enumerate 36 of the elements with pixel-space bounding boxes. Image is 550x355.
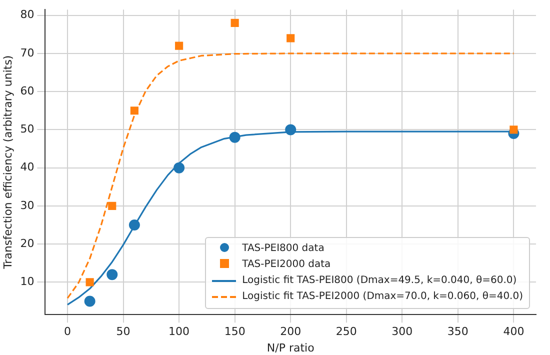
- y-tick-label: 40: [20, 160, 34, 174]
- y-tick-label: 10: [20, 275, 34, 288]
- y-tick-label: 30: [20, 198, 34, 212]
- point: [230, 18, 239, 27]
- point: [174, 162, 185, 174]
- legend-label: Logistic fit TAS-PEI800 (Dmax=49.5, k=0.040, θ=60.0): [242, 274, 517, 288]
- x-tick-label: 300: [392, 325, 413, 338]
- point: [286, 34, 295, 42]
- point: [510, 126, 518, 134]
- y-tick-label: 70: [20, 46, 34, 60]
- y-axis-title: Transfection efficiency (arbitrary units): [1, 55, 14, 270]
- y-tick-label: 80: [20, 8, 34, 22]
- x-tick-label: 200: [280, 325, 302, 338]
- y-tick-label: 20: [20, 236, 34, 250]
- point: [128, 220, 140, 231]
- x-tick-label: 250: [336, 325, 357, 338]
- legend-label: TAS-PEI2000 data: [242, 258, 331, 272]
- point: [285, 124, 296, 136]
- point: [106, 269, 118, 280]
- point: [108, 202, 116, 210]
- point: [130, 106, 138, 115]
- x-tick-label: 100: [168, 325, 190, 338]
- y-tick-label: 50: [20, 122, 34, 136]
- x-axis-title: N/P ratio: [266, 341, 315, 354]
- x-tick-label: 0: [64, 325, 72, 338]
- y-tick-label: 60: [20, 84, 34, 98]
- x-tick-label: 150: [224, 325, 246, 338]
- point: [229, 132, 240, 143]
- x-tick-label: 350: [447, 325, 468, 338]
- point: [86, 278, 94, 286]
- legend-label: Logistic fit TAS-PEI2000 (Dmax=70.0, k=0.060, θ=40.0): [242, 290, 523, 304]
- point: [175, 42, 184, 50]
- x-tick-label: 50: [116, 325, 130, 338]
- x-tick-label: 400: [503, 325, 524, 338]
- legend-label: TAS-PEI800 data: [242, 242, 324, 256]
- point: [84, 296, 96, 307]
